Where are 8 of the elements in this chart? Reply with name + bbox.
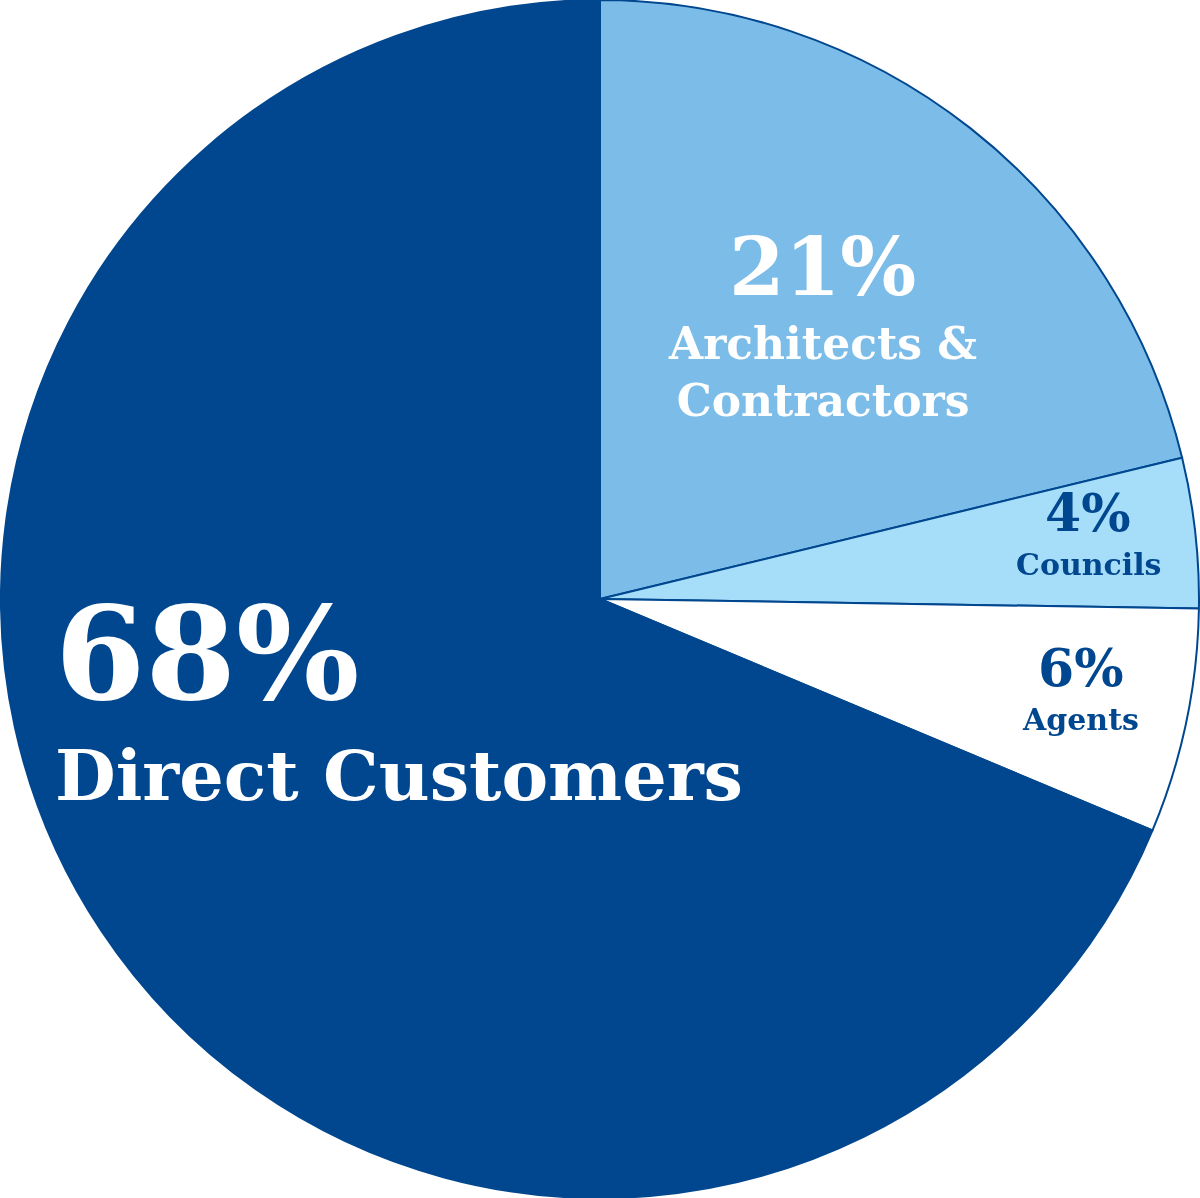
- data-label: 21%: [729, 220, 917, 314]
- slice-label: Councils: [1016, 547, 1162, 582]
- data-label: 6%: [1038, 637, 1124, 698]
- data-label: 4%: [1045, 482, 1131, 543]
- data-label: 68%: [55, 577, 360, 730]
- slice-label: Agents: [1022, 702, 1139, 737]
- slice-label: Architects & Contractors: [668, 318, 978, 427]
- slice-label: Direct Customers: [55, 734, 743, 817]
